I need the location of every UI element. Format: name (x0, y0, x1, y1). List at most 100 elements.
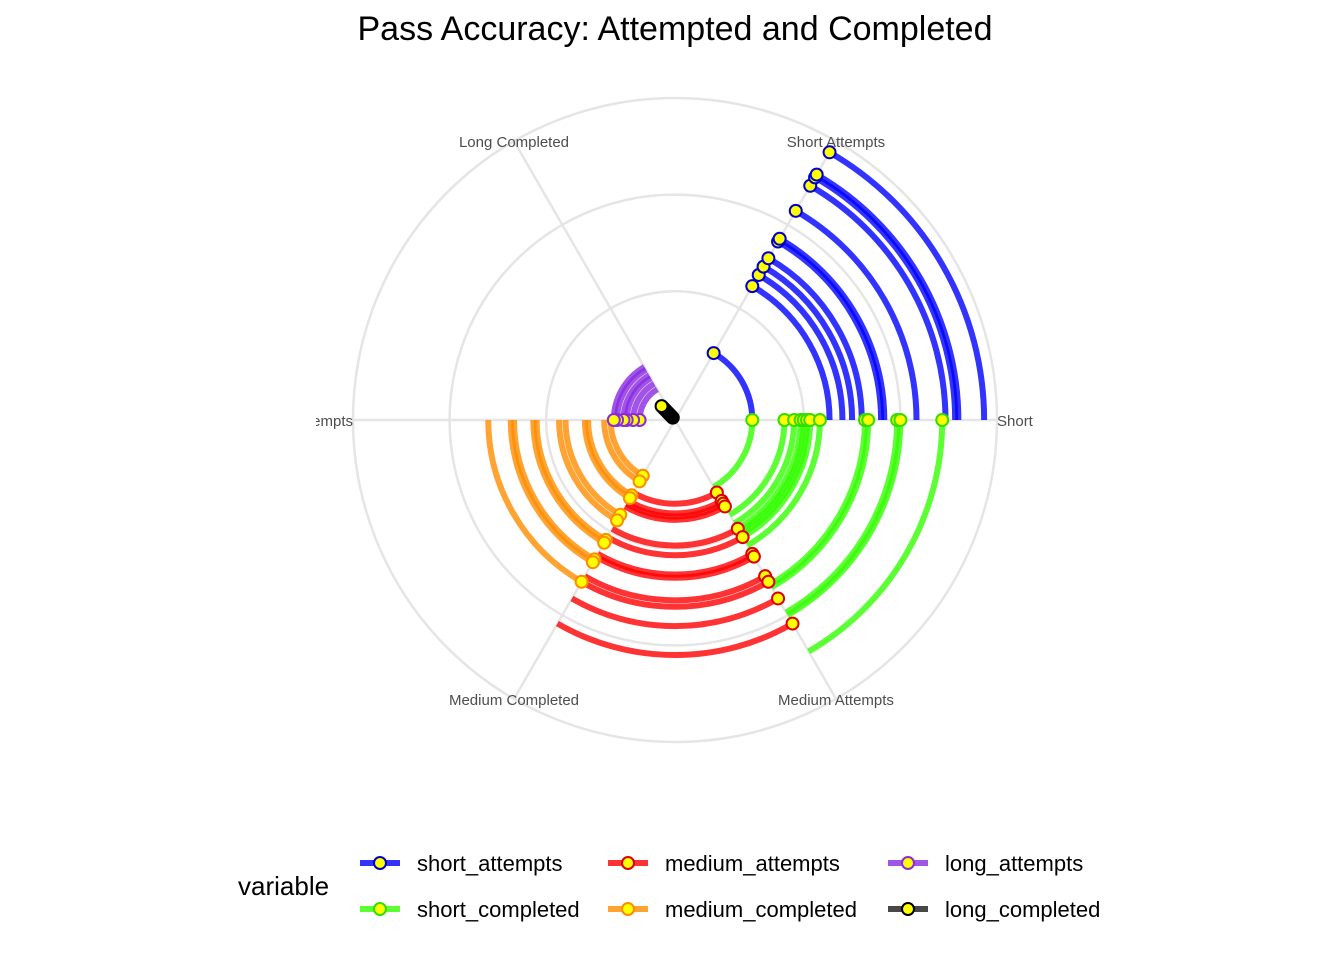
arc-medium_attempts-9 (580, 579, 770, 610)
arc-short_completed-4 (737, 419, 807, 535)
point-short_completed-12 (935, 413, 950, 427)
arc-short_completed-8 (768, 419, 868, 588)
point-long_attempts-5 (606, 413, 621, 427)
legend-key-point (373, 856, 387, 870)
legend-item-long_completed: long_completed (888, 897, 1100, 922)
point-medium_attempts-7 (746, 549, 761, 564)
arc-medium_attempts-5 (605, 534, 745, 559)
legend-label: short_completed (417, 897, 580, 922)
arc-short_completed-9 (770, 419, 872, 590)
arc-short_attempts-8 (808, 183, 949, 421)
legend-label: short_attempts (417, 851, 563, 876)
arc-short_completed-3 (736, 419, 804, 532)
arc-medium_completed-9 (507, 419, 595, 565)
series-long_attempts (610, 364, 659, 421)
arc-medium_attempts-3 (623, 503, 727, 523)
arc-short_attempts-6 (778, 236, 888, 421)
point-medium_attempts-5 (735, 530, 750, 545)
arc-medium_attempts-6 (596, 551, 754, 578)
point-medium_attempts-10 (771, 591, 786, 606)
point-short_completed-0 (745, 413, 760, 427)
point-short_completed-9 (861, 413, 876, 427)
arc-short_completed-5 (739, 419, 811, 537)
series-short_attempts (712, 149, 988, 421)
arc-short_attempts-0 (712, 350, 756, 421)
legend-item-medium_attempts: medium_attempts (608, 851, 840, 876)
legend-key-point (373, 902, 387, 916)
series-medium_attempts (555, 489, 795, 659)
legend-item-medium_completed: medium_completed (608, 897, 857, 922)
arc-medium_completed-5 (556, 419, 619, 523)
point-medium_completed-5 (610, 513, 625, 528)
arc-short_completed-7 (745, 419, 823, 549)
arc-short_attempts-5 (776, 238, 885, 421)
point-short_attempts-10 (809, 167, 824, 182)
arc-medium_attempts-0 (631, 489, 719, 507)
point-short_attempts-6 (772, 231, 787, 246)
series-short_completed (712, 419, 946, 655)
arc-medium_completed-6 (533, 419, 608, 543)
arc-medium_completed-2 (585, 419, 634, 498)
legend-title: variable (238, 871, 329, 901)
arc-medium_completed-4 (562, 419, 622, 518)
arc-medium_attempts-2 (625, 501, 725, 520)
arc-short_completed-1 (728, 419, 788, 518)
arc-short_attempts-10 (815, 172, 962, 421)
point-medium_completed-10 (574, 574, 589, 589)
legend-label: long_attempts (945, 851, 1083, 876)
arc-short_attempts-11 (828, 149, 988, 421)
point-short_completed-7 (812, 413, 827, 427)
point-short_completed-11 (893, 413, 908, 427)
axis-label-5: Medium Attempts (778, 692, 894, 709)
plot-panel: Short Completed Short Attempts Long Comple… (316, 96, 1034, 744)
axis-label-1: Short Attempts (787, 134, 885, 151)
arc-medium_attempts-11 (555, 620, 795, 659)
legend-label: medium_completed (665, 897, 857, 922)
spoke-2 (512, 140, 677, 421)
point-medium_completed-1 (632, 474, 647, 489)
legend-key-point (621, 902, 635, 916)
series-medium_completed (485, 419, 645, 585)
arc-medium_completed-3 (581, 419, 632, 501)
arc-medium_completed-0 (607, 419, 645, 479)
point-medium_completed-9 (585, 555, 600, 570)
axis-label-4: Medium Completed (449, 692, 579, 709)
arc-medium_attempts-7 (594, 554, 756, 581)
data-arcs (485, 145, 988, 659)
legend-label: long_completed (945, 897, 1100, 922)
axis-labels: Short Completed Short Attempts Long Comple… (316, 134, 1034, 709)
point-medium_completed-3 (622, 491, 637, 506)
arc-short_attempts-9 (813, 174, 959, 421)
arc-short_completed-11 (786, 419, 904, 618)
arc-medium_completed-10 (485, 419, 584, 585)
point-long_completed-10 (654, 399, 669, 414)
legend-key-point (621, 856, 635, 870)
arc-short_completed-2 (733, 419, 798, 526)
arc-medium_completed-8 (511, 419, 597, 563)
arc-short_completed-6 (741, 419, 814, 540)
arc-medium_attempts-4 (610, 526, 740, 549)
legend-item-short_completed: short_completed (360, 897, 580, 922)
arc-medium_completed-1 (601, 419, 642, 484)
arc-medium_completed-7 (530, 419, 606, 546)
point-short_attempts-0 (706, 346, 721, 361)
arc-short_attempts-3 (762, 264, 856, 421)
arc-short_completed-10 (784, 419, 901, 616)
point-medium_completed-7 (597, 535, 612, 550)
arc-medium_attempts-10 (570, 595, 780, 630)
arc-medium_attempts-1 (626, 498, 724, 517)
point-short_attempts-11 (822, 145, 837, 160)
point-medium_attempts-3 (717, 499, 732, 514)
point-medium_attempts-9 (761, 574, 776, 589)
legend-item-short_attempts: short_attempts (360, 851, 563, 876)
axis-label-2: Long Completed (459, 134, 569, 151)
chart-title: Pass Accuracy: Attempted and Completed (357, 10, 992, 48)
point-short_attempts-4 (761, 251, 776, 266)
point-short_attempts-7 (788, 203, 803, 218)
legend-item-long_attempts: long_attempts (888, 851, 1083, 876)
legend-key-point (901, 856, 915, 870)
legend: variable short_attempts short_completed me… (238, 851, 1100, 922)
arc-short_attempts-7 (794, 208, 920, 421)
arc-short_completed-0 (712, 419, 756, 490)
